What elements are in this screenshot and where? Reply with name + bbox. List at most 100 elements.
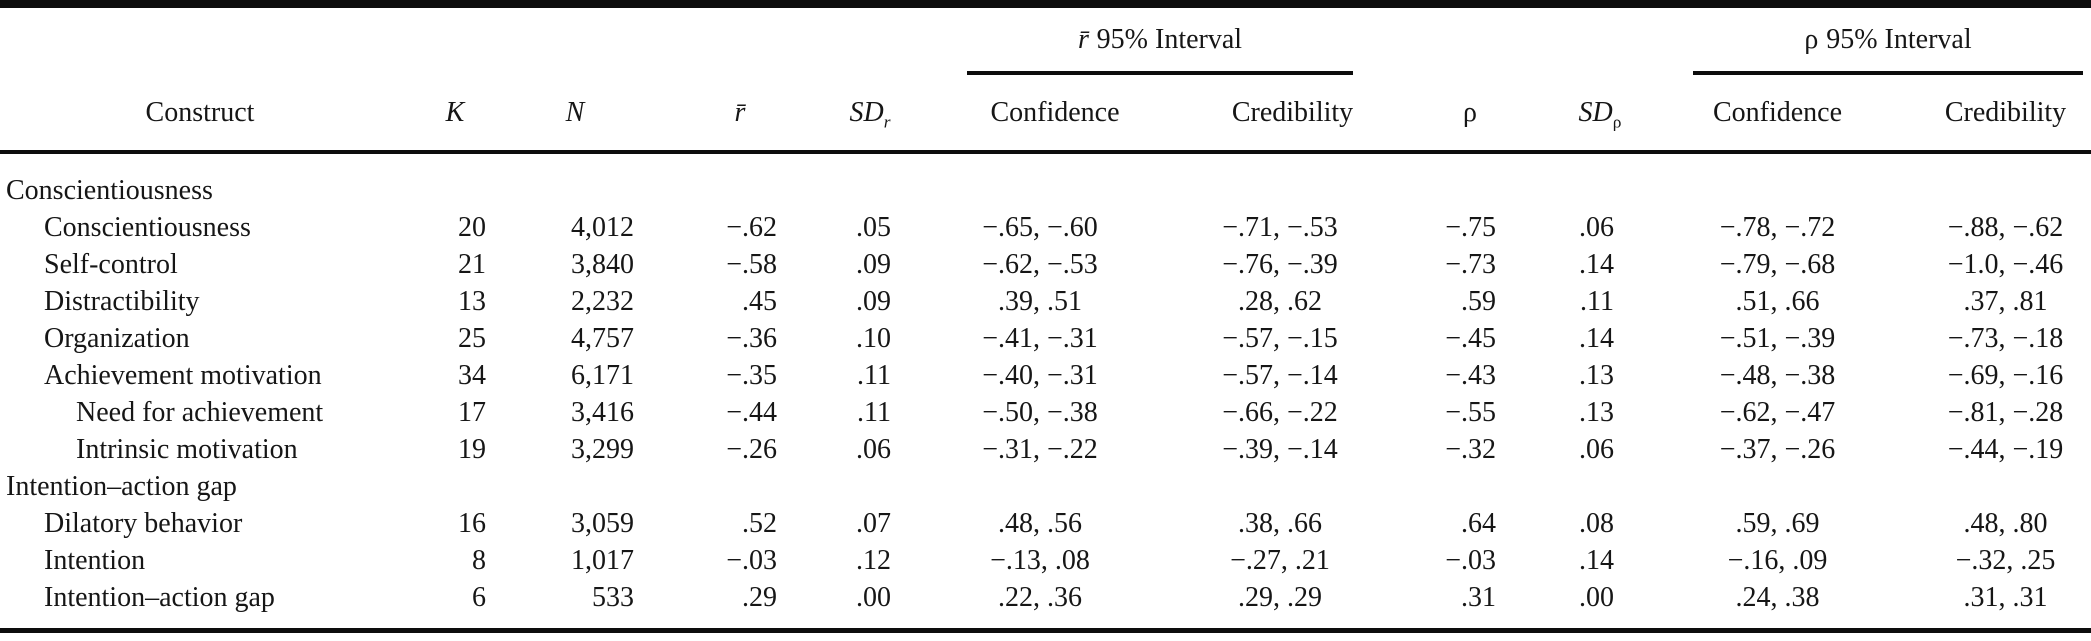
cell-sd-rho: .06 (1579, 434, 1614, 465)
cell-sd-r (795, 152, 915, 209)
table-row: Dilatory behavior 16 3,059 .52 .07 .48, … (0, 505, 2091, 542)
cell-rbar-credibility: −.27, .21 (1230, 545, 1330, 576)
cell-rho (1395, 152, 1510, 209)
construct-label: Conscientiousness (44, 212, 251, 243)
col-header-n: N (500, 75, 650, 154)
cell-rho: −.03 (1445, 545, 1496, 576)
cell-rho-confidence (1635, 152, 1895, 209)
cell-rho-credibility: −.32, .25 (1955, 545, 2056, 576)
cell-rho-credibility: −.69, −.16 (1947, 360, 2064, 391)
construct-label: Intrinsic motivation (76, 434, 298, 465)
table-row: Achievement motivation 34 6,171 −.35 .11… (0, 357, 2091, 394)
cell-rho-credibility: .37, .81 (1963, 286, 2048, 317)
cell-n (500, 152, 650, 209)
cell-rbar-credibility: .29, .29 (1238, 582, 1322, 613)
construct-label: Organization (44, 323, 190, 354)
cell-rho-credibility: −.73, −.18 (1947, 323, 2064, 354)
cell-rho-credibility: −.44, −.19 (1947, 434, 2064, 465)
table-header: r̄ 95% Interval ρ 95% Interval Construct K… (0, 4, 2091, 154)
cell-rho-credibility: −1.0, −.46 (1947, 249, 2064, 280)
cell-n: 533 (592, 582, 634, 613)
col-header-sd-rho: SDρ (1510, 75, 1635, 154)
cell-k: 20 (458, 212, 486, 243)
construct-cell: Intention–action gap (0, 468, 400, 505)
cell-k (400, 468, 500, 505)
rbar-interval-spanner: r̄ 95% Interval (967, 8, 1353, 75)
cell-n: 4,012 (571, 212, 634, 243)
table-row: Need for achievement 17 3,416 −.44 .11 −… (0, 394, 2091, 431)
rho-interval-label: 95% Interval (1826, 23, 1972, 55)
cell-rho-credibility: .48, .80 (1963, 508, 2048, 539)
cell-rho-credibility: .31, .31 (1963, 582, 2048, 613)
cell-rbar: −.26 (726, 434, 777, 465)
table-row: Intention–action gap (0, 468, 2091, 505)
cell-rbar: .29 (742, 582, 777, 613)
cell-sd-rho: .00 (1579, 582, 1614, 613)
cell-rho-credibility (1895, 468, 2091, 505)
construct-label: Intention–action gap (6, 471, 237, 502)
cell-rho-confidence (1635, 468, 1895, 505)
cell-sd-r: .11 (857, 397, 891, 428)
cell-k: 21 (458, 249, 486, 280)
cell-sd-rho: .06 (1579, 212, 1614, 243)
col-header-rho-confidence: Confidence (1635, 75, 1895, 154)
cell-rbar: .52 (742, 508, 777, 539)
cell-sd-r: .07 (856, 508, 891, 539)
cell-sd-r: .10 (856, 323, 891, 354)
rho-symbol: ρ (1804, 23, 1819, 55)
rho-interval-spanner-cell: ρ 95% Interval (1635, 4, 2091, 75)
spanner-spacer-middle (1395, 4, 1635, 75)
cell-n: 3,416 (571, 397, 634, 428)
col-header-rbar-credibility: Credibility (1165, 75, 1395, 154)
cell-rbar: −.36 (726, 323, 777, 354)
sd-label: SD (849, 96, 884, 128)
cell-rho-confidence: −.79, −.68 (1719, 249, 1836, 280)
cell-rbar: −.35 (726, 360, 777, 391)
cell-rho-confidence: .24, .38 (1735, 582, 1820, 613)
construct-cell: Intention (0, 542, 400, 579)
cell-rbar (650, 468, 795, 505)
cell-rbar-credibility: −.76, −.39 (1222, 249, 1338, 280)
cell-rbar-confidence: .48, .56 (998, 508, 1082, 539)
cell-k: 25 (458, 323, 486, 354)
cell-rbar-confidence: −.65, −.60 (982, 212, 1098, 243)
cell-n: 3,299 (571, 434, 634, 465)
cell-rbar-confidence: −.62, −.53 (982, 249, 1098, 280)
cell-rho: .59 (1461, 286, 1496, 317)
construct-label: Achievement motivation (44, 360, 322, 391)
cell-rbar-credibility: −.57, −.14 (1222, 360, 1338, 391)
cell-rho-credibility: −.88, −.62 (1947, 212, 2064, 243)
cell-rbar-credibility: −.57, −.15 (1222, 323, 1338, 354)
cell-rbar-confidence: −.40, −.31 (982, 360, 1098, 391)
cell-rbar: .45 (742, 286, 777, 317)
cell-sd-r: .09 (856, 286, 891, 317)
cell-rho-confidence: −.78, −.72 (1719, 212, 1836, 243)
table-body: Conscientiousness Conscientiousness 20 4… (0, 152, 2091, 631)
cell-rbar: −.44 (726, 397, 777, 428)
cell-sd-r: .09 (856, 249, 891, 280)
cell-k: 34 (458, 360, 486, 391)
cell-sd-r (795, 468, 915, 505)
cell-rbar-confidence: .22, .36 (998, 582, 1082, 613)
construct-cell: Achievement motivation (0, 357, 400, 394)
cell-k: 16 (458, 508, 486, 539)
cell-rbar-confidence: .39, .51 (998, 286, 1082, 317)
cell-k: 6 (472, 582, 486, 613)
construct-cell: Distractibility (0, 283, 400, 320)
spanner-header-row: r̄ 95% Interval ρ 95% Interval (0, 4, 2091, 75)
cell-rbar-credibility: −.39, −.14 (1222, 434, 1338, 465)
table-row: Intention–action gap 6 533 .29 .00 .22, … (0, 579, 2091, 631)
cell-rbar-credibility (1165, 152, 1395, 209)
rbar-interval-spanner-cell: r̄ 95% Interval (915, 4, 1395, 75)
cell-rho-confidence: .59, .69 (1735, 508, 1820, 539)
cell-rbar-credibility: −.71, −.53 (1222, 212, 1338, 243)
cell-rho: .64 (1461, 508, 1496, 539)
cell-sd-r: .11 (857, 360, 891, 391)
rbar-interval-label: 95% Interval (1096, 23, 1243, 55)
cell-rho: −.55 (1445, 397, 1496, 428)
spanner-spacer-left (0, 4, 915, 75)
cell-rho-confidence: −.16, .09 (1727, 545, 1828, 576)
cell-rbar-credibility (1165, 468, 1395, 505)
cell-rbar: −.58 (726, 249, 777, 280)
